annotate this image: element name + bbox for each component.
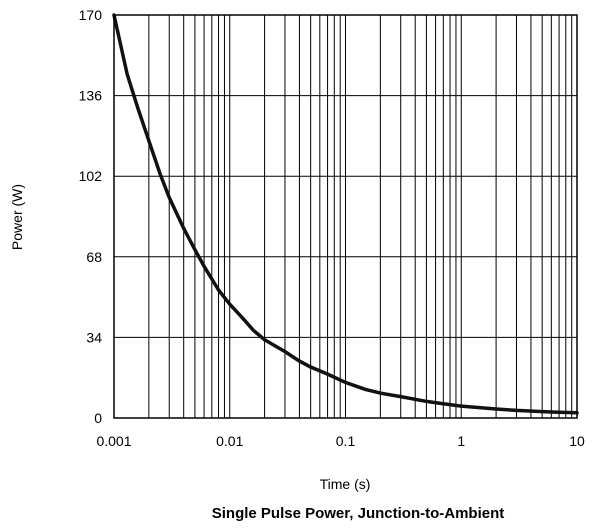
plot-frame bbox=[113, 14, 578, 419]
x-tick-label: 10 bbox=[569, 433, 585, 449]
x-tick-label: 0.001 bbox=[96, 433, 131, 449]
y-tick-label: 34 bbox=[86, 329, 102, 345]
chart-title: Single Pulse Power, Junction-to-Ambient bbox=[212, 505, 505, 522]
x-tick-label: 0.1 bbox=[336, 433, 356, 449]
y-tick-label: 68 bbox=[86, 249, 102, 265]
x-axis-label: Time (s) bbox=[320, 476, 371, 492]
series-layer bbox=[112, 13, 579, 415]
y-gridlines bbox=[114, 95, 577, 338]
y-tick-labels: 0 34 68 102 136 170 bbox=[79, 7, 103, 426]
y-axis-label: Power (W) bbox=[9, 184, 25, 250]
grid-lines bbox=[148, 15, 573, 418]
x-tick-labels: 0.001 0.01 0.1 1 10 bbox=[96, 433, 585, 449]
x-tick-label: 0.01 bbox=[216, 433, 243, 449]
y-tick-label: 0 bbox=[94, 410, 102, 426]
x-tick-label: 1 bbox=[457, 433, 465, 449]
power-curve bbox=[112, 13, 579, 415]
y-tick-label: 136 bbox=[79, 88, 103, 104]
y-tick-label: 170 bbox=[79, 7, 103, 23]
y-tick-label: 102 bbox=[79, 168, 103, 184]
